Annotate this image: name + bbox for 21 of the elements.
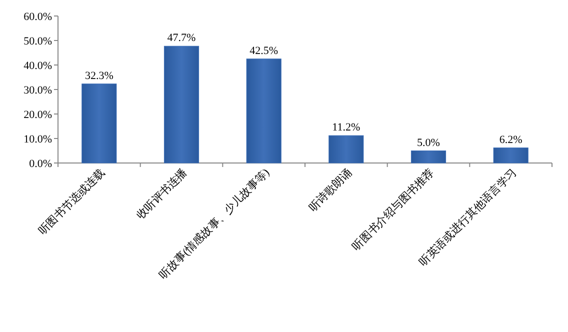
- y-tick-label: 0.0%: [29, 158, 52, 170]
- x-tick-label: 收听评书连播: [134, 166, 190, 222]
- bar: [493, 148, 528, 164]
- y-tick-label: 30.0%: [24, 84, 52, 96]
- bar: [410, 150, 446, 164]
- data-label: 6.2%: [499, 134, 522, 146]
- y-tick-label: 10.0%: [24, 134, 52, 146]
- data-label: 32.3%: [84, 70, 114, 82]
- y-tick-label: 50.0%: [24, 36, 52, 48]
- bar: [164, 46, 200, 164]
- data-label: 11.2%: [332, 122, 360, 134]
- y-tick-label: 20.0%: [24, 109, 52, 121]
- bar: [328, 135, 364, 164]
- data-label: 5.0%: [417, 136, 440, 149]
- data-label: 42.5%: [250, 44, 278, 57]
- bar: [82, 84, 117, 164]
- y-tick-label: 60.0%: [24, 11, 52, 23]
- x-tick-label: 听诗歌朗诵: [306, 166, 354, 214]
- y-tick-label: 40.0%: [24, 60, 52, 72]
- data-label: 47.7%: [167, 32, 196, 44]
- bar: [246, 58, 282, 164]
